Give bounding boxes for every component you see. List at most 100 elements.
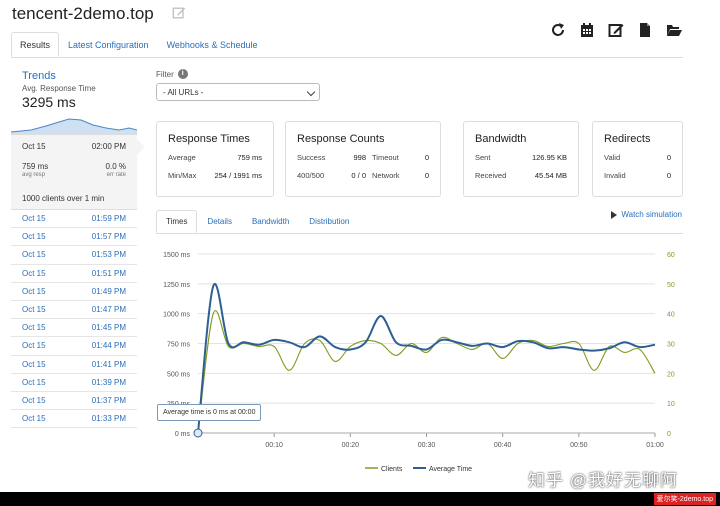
y-right-tick-label: 30 (667, 342, 675, 349)
history-list: Oct 15 01:59 PM Oct 15 01:57 PM Oct 15 01:53 … (11, 210, 137, 429)
chart-tabs-divider (156, 233, 683, 234)
history-row[interactable]: Oct 15 01:33 PM (11, 410, 137, 429)
timeout-value: 0 (424, 153, 429, 162)
folder-open-icon[interactable] (666, 22, 682, 38)
y-left-tick-label: 1500 ms (163, 252, 190, 259)
history-date: Oct 15 (22, 268, 46, 278)
response-times-card: Response Times Average 759 ms Min/Max 25… (156, 121, 274, 197)
history-date: Oct 15 (22, 341, 46, 351)
redirects-card: Redirects Valid 0 Invalid 0 (592, 121, 683, 197)
history-date: Oct 15 (22, 414, 46, 424)
history-time: 01:37 PM (91, 395, 126, 405)
legend-clients-label: Clients (381, 466, 403, 473)
tab-distribution[interactable]: Distribution (309, 217, 350, 226)
url-filter-select[interactable]: - All URLs - (156, 83, 320, 101)
edit-icon[interactable] (608, 22, 624, 38)
network-value: 0 (424, 171, 429, 180)
history-date: Oct 15 (22, 232, 46, 242)
history-row[interactable]: Oct 15 01:37 PM (11, 392, 137, 411)
history-date: Oct 15 (22, 214, 46, 224)
x-tick-label: 00:40 (494, 442, 512, 449)
tab-latest-configuration[interactable]: Latest Configuration (68, 40, 149, 50)
history-row[interactable]: Oct 15 01:41 PM (11, 356, 137, 374)
history-date: Oct 15 (22, 286, 46, 296)
error-status-label: 400/500 (297, 171, 325, 180)
trends-value: 3295 ms (22, 94, 76, 110)
history-row[interactable]: Oct 15 01:39 PM (11, 374, 137, 392)
sent-label: Sent (475, 153, 491, 162)
url-filter-value: - All URLs - (163, 88, 204, 97)
y-left-tick-label: 0 ms (175, 431, 191, 438)
play-icon (611, 210, 618, 219)
sent-value: 126.95 KB (531, 153, 567, 162)
success-label: Success (297, 153, 326, 162)
x-tick-label: 00:10 (265, 442, 283, 449)
filter-label-text: Filter (156, 69, 174, 79)
watch-simulation-link[interactable]: Watch simulation (611, 210, 682, 219)
tab-results[interactable]: Results (11, 32, 60, 57)
history-time: 01:39 PM (91, 377, 126, 387)
history-date: Oct 15 (22, 395, 46, 405)
tab-bandwidth[interactable]: Bandwidth (251, 217, 290, 226)
bandwidth-card: Bandwidth Sent 126.95 KB Received 45.54 … (463, 121, 579, 197)
y-left-tick-label: 500 ms (167, 371, 190, 378)
sidebar: Trends Avg. Response Time 3295 ms Oct 15… (11, 64, 145, 429)
filter-label: Filter i (156, 69, 188, 79)
history-date: Oct 15 (22, 323, 46, 333)
current-run[interactable]: Oct 15 02:00 PM 759 ms avg resp 0.0 % er… (11, 134, 145, 210)
calendar-icon[interactable] (579, 22, 595, 38)
history-row[interactable]: Oct 15 01:44 PM (11, 337, 137, 356)
trends-panel[interactable]: Trends Avg. Response Time 3295 ms (11, 64, 137, 134)
current-err-rate: 0.0 % (105, 162, 126, 171)
history-time: 01:49 PM (91, 286, 126, 296)
bottom-badge: 爱尔笑-2demo.top (653, 493, 716, 505)
history-time: 01:45 PM (91, 323, 126, 333)
history-time: 01:33 PM (91, 414, 126, 424)
current-avg-resp: 759 ms (22, 162, 49, 171)
refresh-icon[interactable] (550, 22, 566, 38)
history-date: Oct 15 (22, 359, 46, 369)
tab-details[interactable]: Details (207, 217, 232, 226)
history-row[interactable]: Oct 15 01:45 PM (11, 319, 137, 338)
history-time: 01:59 PM (91, 214, 126, 224)
invalid-label: Invalid (604, 171, 626, 180)
hover-point (193, 428, 203, 438)
history-row[interactable]: Oct 15 01:57 PM (11, 228, 137, 247)
response-counts-card: Response Counts Success 998 Timeout 0 40… (285, 121, 441, 197)
history-time: 01:47 PM (91, 305, 126, 315)
trends-title: Trends (22, 70, 56, 82)
bandwidth-title: Bandwidth (475, 133, 527, 145)
minmax-value: 254 / 1991 ms (214, 171, 262, 180)
tab-times[interactable]: Times (156, 210, 198, 233)
page-title: tencent-2demo.top (12, 4, 154, 23)
y-right-tick-label: 10 (667, 401, 675, 408)
history-row[interactable]: Oct 15 01:51 PM (11, 265, 137, 283)
history-row[interactable]: Oct 15 01:47 PM (11, 301, 137, 320)
current-avg-resp-label: avg resp (22, 172, 46, 178)
document-icon[interactable] (637, 22, 653, 38)
minmax-label: Min/Max (168, 171, 197, 180)
watch-simulation-label: Watch simulation (621, 210, 682, 219)
average-time-series-line (197, 282, 656, 434)
y-left-tick-label: 750 ms (167, 342, 190, 349)
y-right-tick-label: 20 (667, 371, 675, 378)
response-times-title: Response Times (168, 133, 250, 145)
edit-title-icon[interactable] (172, 6, 186, 20)
info-icon[interactable]: i (177, 69, 188, 79)
error-status-value: 0 / 0 (351, 171, 366, 180)
tab-webhooks-schedule[interactable]: Webhooks & Schedule (166, 40, 258, 50)
history-row[interactable]: Oct 15 01:53 PM (11, 246, 137, 265)
history-date: Oct 15 (22, 377, 46, 387)
history-row[interactable]: Oct 15 01:49 PM (11, 283, 137, 301)
current-err-rate-label: err rate (106, 172, 126, 178)
watermark-text: 知乎 @我好无聊阿 (528, 471, 678, 490)
toolbar (550, 22, 682, 38)
history-time: 01:53 PM (91, 250, 126, 260)
history-row[interactable]: Oct 15 01:59 PM (11, 210, 137, 229)
y-right-tick-label: 0 (667, 431, 671, 438)
x-tick-label: 01:00 (646, 442, 664, 449)
network-label: Network (372, 171, 400, 180)
chevron-down-icon (306, 87, 316, 97)
trends-sparkline (11, 118, 137, 134)
